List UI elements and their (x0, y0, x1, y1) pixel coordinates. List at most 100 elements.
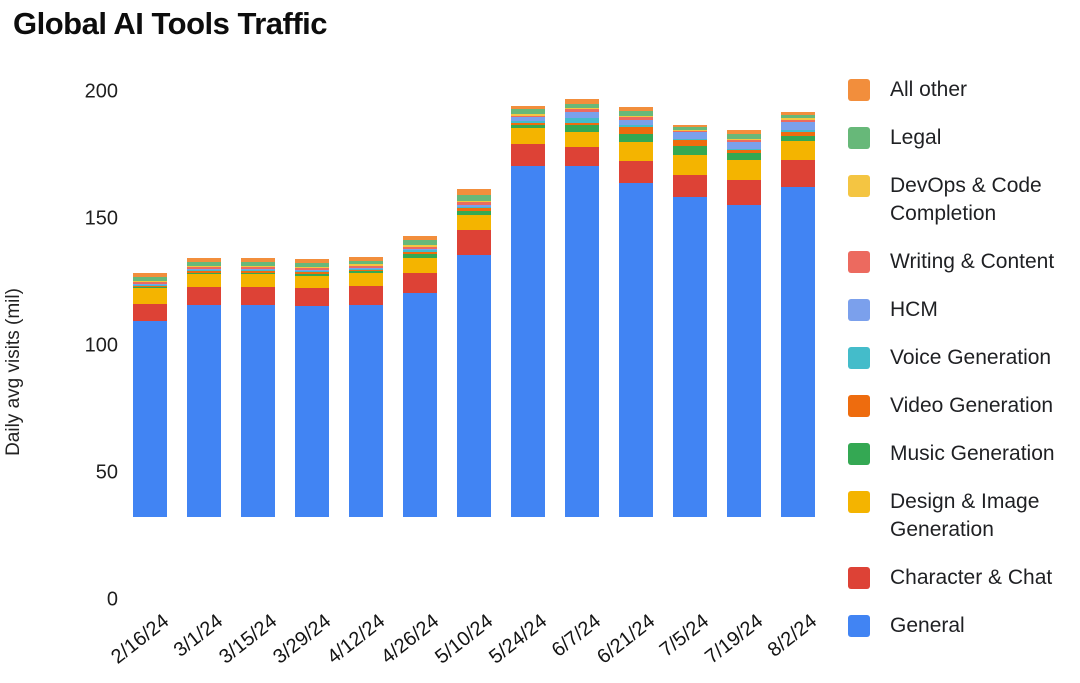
bar-segment (240, 304, 275, 517)
bar-segment (564, 99, 599, 105)
bar-segment (780, 160, 815, 187)
legend-item: Writing & Content (848, 248, 1080, 276)
bar-segment (348, 264, 383, 266)
bar-segment (186, 268, 221, 271)
x-tick-label: 8/2/24 (763, 610, 822, 662)
bar-segment (672, 138, 707, 140)
y-tick-label: 100 (84, 334, 118, 357)
bar-segment (186, 258, 221, 262)
bar-segment (456, 230, 491, 256)
bar-segment (564, 118, 599, 124)
bar-segment (240, 287, 275, 305)
bar-segment (132, 286, 167, 288)
legend-label: Voice Generation (890, 346, 1052, 369)
bar-segment (780, 186, 815, 517)
bar-segment (726, 139, 761, 143)
bar-segment (618, 110, 653, 116)
legend-swatch-icon (848, 395, 870, 417)
stacked-bar-2-16-24 (132, 273, 167, 517)
bar-segment (456, 208, 491, 211)
bar-segment (672, 132, 707, 139)
bar-segment (348, 271, 383, 274)
bar-segment (348, 304, 383, 517)
bar-segment (402, 257, 437, 274)
legend-swatch-icon (848, 251, 870, 273)
bar-segment (618, 127, 653, 134)
bar-segment (780, 118, 815, 120)
bar-segment (564, 123, 599, 125)
bar-segment (456, 202, 491, 205)
bar-segment (672, 124, 707, 128)
stacked-bar-3-15-24 (240, 258, 275, 517)
bar-segment (726, 160, 761, 181)
legend-label: Design & Image Generation (890, 490, 1040, 541)
bar-segment (564, 132, 599, 148)
bar-segment (726, 152, 761, 161)
bar-segment (780, 111, 815, 115)
bar-segment (618, 117, 653, 120)
bar-segment (294, 275, 329, 289)
bar-segment (510, 105, 545, 110)
x-tick-label: 3/15/24 (214, 610, 282, 669)
legend-label: Music Generation (890, 442, 1055, 465)
stacked-bar-5-10-24 (456, 189, 491, 517)
bar-segment (132, 303, 167, 322)
bar-segment (510, 166, 545, 517)
bar-segment (402, 246, 437, 250)
bar-segment (132, 281, 167, 283)
stacked-bar-8-2-24 (780, 111, 815, 517)
stacked-bar-6-7-24 (564, 99, 599, 517)
bar-segment (348, 265, 383, 268)
bar-segment (240, 271, 275, 273)
bar-segment (618, 142, 653, 162)
bar-segment (402, 273, 437, 294)
bar-segment (294, 263, 329, 267)
bar-segment (618, 161, 653, 183)
legend-swatch-icon (848, 347, 870, 369)
bar-segment (186, 271, 221, 273)
bar-segment (294, 273, 329, 276)
bar-segment (402, 240, 437, 246)
bar-segment (564, 108, 599, 110)
bar-segment (618, 133, 653, 143)
legend-label: Character & Chat (890, 566, 1053, 589)
x-tick-label: 3/29/24 (268, 610, 336, 669)
legend-label: All other (890, 78, 968, 101)
legend-item: Character & Chat (848, 564, 1080, 592)
bar-segment (510, 114, 545, 116)
bar-segment (726, 180, 761, 205)
bar-segment (294, 271, 329, 273)
legend-item: Voice Generation (848, 344, 1080, 372)
legend-swatch-icon (848, 127, 870, 149)
bar-segment (672, 196, 707, 517)
bar-segment (618, 183, 653, 517)
legend-swatch-icon (848, 615, 870, 637)
y-tick-label: 50 (95, 461, 118, 484)
bar-segment (132, 284, 167, 286)
bar-segment (186, 272, 221, 275)
bar-segment (726, 148, 761, 151)
stacked-bar-5-24-24 (510, 105, 545, 517)
bar-segment (186, 274, 221, 288)
bar-segment (618, 115, 653, 118)
bar-segment (456, 255, 491, 517)
x-tick-label: 5/24/24 (484, 610, 552, 669)
bar-segment (348, 285, 383, 305)
legend-item: General (848, 612, 1080, 640)
chart-title: Global AI Tools Traffic (13, 6, 328, 41)
bar-segment (348, 267, 383, 269)
bar-segment (726, 142, 761, 149)
bar-segment (618, 106, 653, 111)
bar-segment (780, 129, 815, 133)
legend-item: DevOps & Code Completion (848, 172, 1080, 228)
bar-segment (186, 265, 221, 267)
legend-label: Writing & Content (890, 250, 1055, 273)
bar-segment (132, 288, 167, 304)
bar-segment (402, 249, 437, 251)
bar-segment (726, 150, 761, 153)
bar-segment (510, 124, 545, 129)
bar-segment (618, 119, 653, 125)
bar-segment (510, 123, 545, 125)
bar-segment (294, 268, 329, 271)
